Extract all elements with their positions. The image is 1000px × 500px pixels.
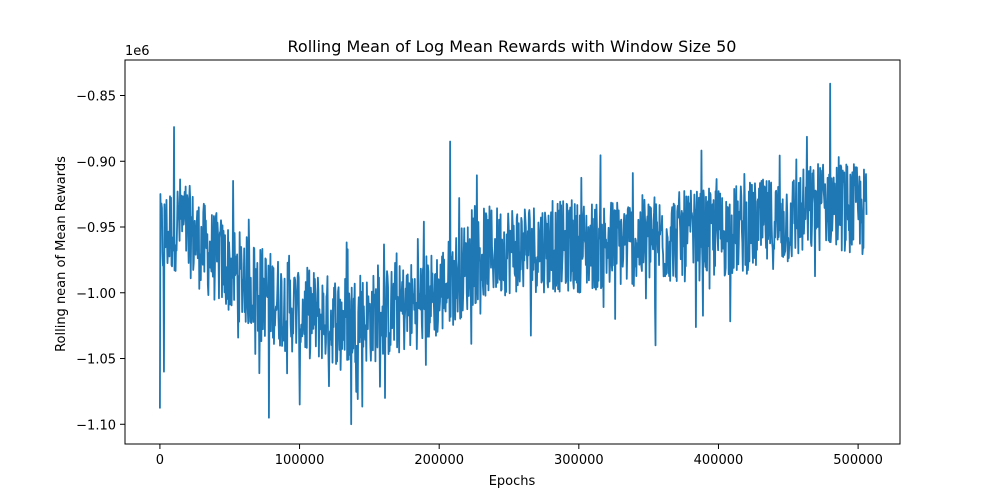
x-tick-label: 500000 bbox=[833, 453, 883, 468]
y-tick-label: −1.05 bbox=[76, 353, 116, 368]
chart-title: Rolling Mean of Log Mean Rewards with Wi… bbox=[288, 37, 737, 56]
x-axis-label: Epochs bbox=[489, 474, 536, 489]
y-axis-label: Rolling nean of Mean Rewards bbox=[54, 156, 69, 352]
x-tick-label: 100000 bbox=[275, 453, 325, 468]
axes: 0 100000 200000 300000 400000 500000 −1.10 −1.0… bbox=[76, 59, 901, 468]
x-tick-label: 400000 bbox=[694, 453, 744, 468]
y-tick-label: −0.90 bbox=[76, 155, 116, 170]
plot-frame bbox=[124, 59, 901, 445]
y-tick-label: −1.10 bbox=[76, 418, 116, 433]
plot-area bbox=[159, 82, 868, 426]
y-axis-offset-label: 1e6 bbox=[125, 44, 150, 59]
series-line bbox=[159, 82, 868, 426]
y-tick-label: −0.85 bbox=[76, 90, 116, 105]
y-tick-label: −0.95 bbox=[76, 221, 116, 236]
x-tick-label: 200000 bbox=[414, 453, 464, 468]
x-tick-label: 300000 bbox=[554, 453, 604, 468]
y-tick-label: −1.00 bbox=[76, 287, 116, 302]
x-tick-label: 0 bbox=[156, 453, 164, 468]
